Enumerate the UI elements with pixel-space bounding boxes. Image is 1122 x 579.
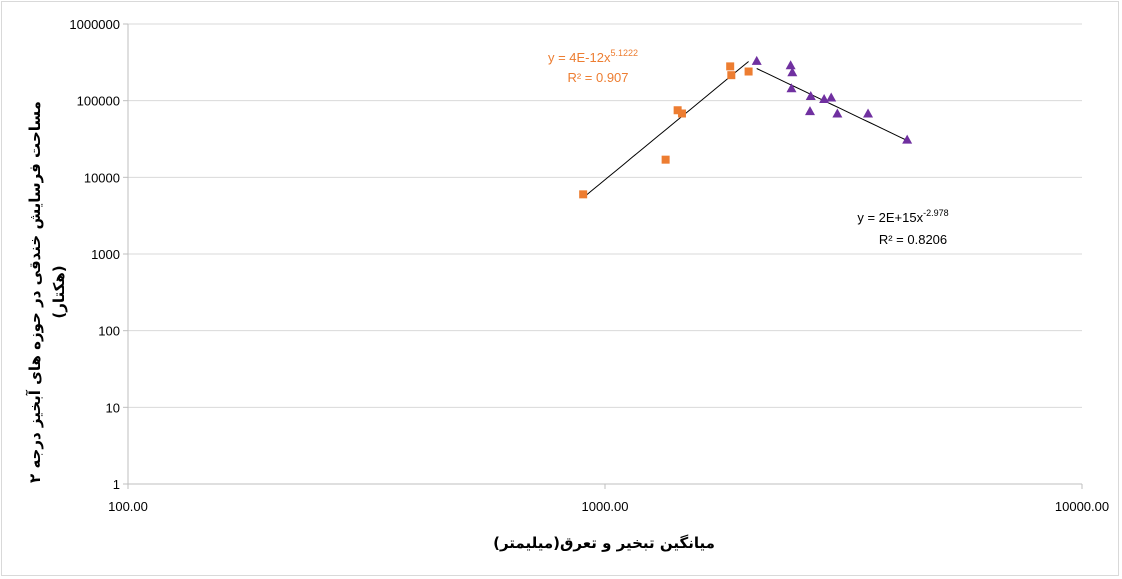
y-axis-title-line2: (هکتار) xyxy=(50,265,68,318)
data-point-square xyxy=(677,109,686,118)
equation-base: y = 2E+15x xyxy=(857,210,923,225)
y-axis-title-line1: مساحت فرسایش خندقی در حوزه های آبخیز درج… xyxy=(26,101,44,483)
data-point-triangle xyxy=(785,60,796,70)
trendlines xyxy=(582,61,908,199)
data-points xyxy=(579,55,913,199)
data-point-square xyxy=(744,67,753,76)
data-point-triangle xyxy=(832,108,843,118)
data-point-triangle xyxy=(902,134,913,144)
data-point-triangle xyxy=(863,108,874,118)
x-tick-label-1000.00: 1000.00 xyxy=(582,499,629,514)
trendline-1-equation: y = 4E-12x5.1222 xyxy=(548,48,638,65)
equation-exponent: 5.1222 xyxy=(610,48,638,58)
data-point-square xyxy=(661,155,670,164)
data-point-square xyxy=(673,106,682,115)
y-tick-label-10000: 10000 xyxy=(84,170,120,185)
y-tick-label-1: 1 xyxy=(113,477,120,492)
data-point-triangle xyxy=(787,67,798,77)
y-tick-label-1000000: 1000000 xyxy=(69,17,120,32)
y-tick-label-100000: 100000 xyxy=(77,94,120,109)
y-tick-label-100: 100 xyxy=(98,324,120,339)
y-tick-label-1000: 1000 xyxy=(91,247,120,262)
data-point-square xyxy=(579,190,588,199)
equation-exponent: -2.978 xyxy=(923,208,949,218)
x-axis-title: میانگین تبخیر و تعرق(میلیمتر) xyxy=(493,534,715,552)
tick-labels: 1 10 100 1000 10000 100000 1000000 100.00 1000.0… xyxy=(69,17,1109,514)
equation-base: y = 4E-12x xyxy=(548,50,611,65)
data-point-triangle xyxy=(751,55,762,65)
data-point-triangle xyxy=(804,106,815,116)
axes xyxy=(123,23,1083,489)
data-point-triangle xyxy=(805,91,816,101)
x-tick-label-100.00: 100.00 xyxy=(108,499,148,514)
trendline-1-r-squared: R² = 0.907 xyxy=(567,70,628,85)
trendline-1 xyxy=(582,61,749,199)
y-axis-title: مساحت فرسایش خندقی در حوزه های آبخیز درج… xyxy=(26,101,68,483)
data-point-triangle xyxy=(826,92,837,102)
y-tick-label-10: 10 xyxy=(106,400,120,415)
gridlines xyxy=(128,23,1082,408)
trendline-2 xyxy=(756,68,908,141)
trendline-labels: y = 4E-12x5.1222 R² = 0.907 y = 2E+15x-2.9… xyxy=(548,48,949,247)
trendline-2-r-squared: R² = 0.8206 xyxy=(879,232,947,247)
trendline-2-equation: y = 2E+15x-2.978 xyxy=(857,208,948,225)
data-point-square xyxy=(727,71,736,80)
data-point-square xyxy=(726,62,735,71)
x-tick-label-10000.00: 10000.00 xyxy=(1055,499,1109,514)
data-point-triangle xyxy=(786,83,797,93)
